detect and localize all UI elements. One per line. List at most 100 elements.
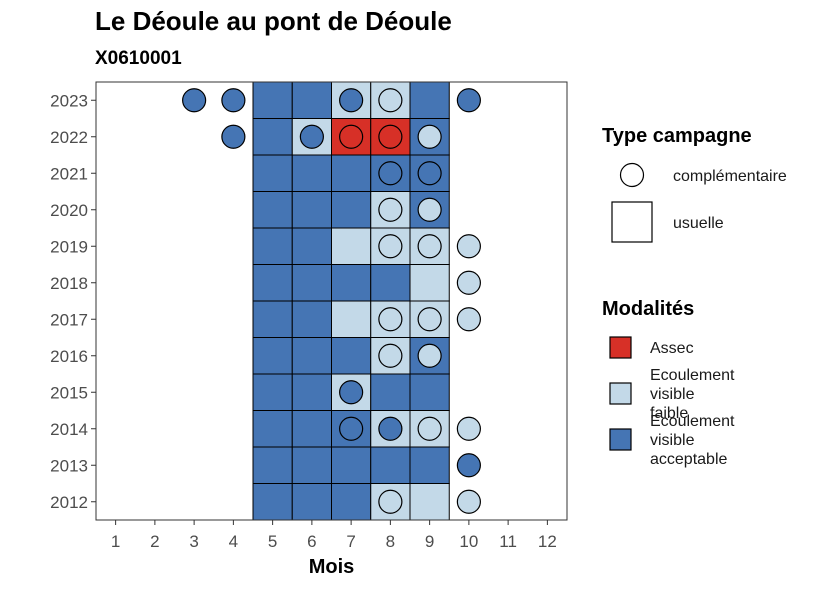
x-tick-label: 12 [538, 532, 557, 551]
point-complementaire [456, 453, 481, 478]
tile-usuelle [370, 264, 411, 302]
point-complementaire [299, 124, 324, 149]
legend-swatch [609, 336, 632, 359]
point-complementaire [339, 416, 364, 441]
legend-label-line: Ecoulement [650, 413, 735, 430]
x-axis: 1 2 3 4 5 6 7 8 9 10 11 12 [111, 520, 557, 551]
y-tick-label: 2015 [50, 383, 88, 402]
legend-label-usuelle: usuelle [673, 215, 724, 232]
point-complementaire [378, 307, 403, 332]
tile-usuelle [331, 191, 372, 229]
tile-usuelle [291, 446, 332, 484]
tile-usuelle [252, 300, 293, 338]
tile-usuelle [370, 446, 411, 484]
tile-usuelle [331, 227, 372, 265]
x-tick-label: 6 [307, 532, 316, 551]
tile-usuelle [409, 264, 450, 302]
plot-border [95, 81, 568, 521]
tile-usuelle [291, 337, 332, 375]
tile-usuelle [409, 81, 450, 119]
tile-usuelle [409, 483, 450, 521]
y-axis: 2023 2022 2021 2020 2019 2018 2017 2016 2015 2014… [50, 91, 96, 512]
tile-usuelle [252, 483, 293, 521]
point-complementaire [378, 234, 403, 259]
legend-label-line: Assec [650, 340, 694, 357]
point-complementaire [456, 88, 481, 113]
tile-usuelle [331, 337, 372, 375]
point-complementaire [417, 343, 442, 368]
x-tick-label: 2 [150, 532, 159, 551]
tile-usuelle [252, 227, 293, 265]
legend-swatch [609, 382, 632, 405]
point-complementaire [456, 270, 481, 295]
y-tick-label: 2013 [50, 456, 88, 475]
point-complementaire [456, 489, 481, 514]
point-complementaire [378, 343, 403, 368]
legend-label-line: acceptable [650, 451, 727, 468]
y-tick-label: 2017 [50, 310, 88, 329]
point-complementaire [221, 124, 246, 149]
tile-usuelle [291, 264, 332, 302]
tile-usuelle [291, 483, 332, 521]
x-tick-label: 5 [268, 532, 277, 551]
tile-usuelle [291, 154, 332, 192]
tile-usuelle [409, 446, 450, 484]
x-axis-title: Mois [309, 556, 355, 578]
point-complementaire [339, 380, 364, 405]
x-tick-label: 11 [499, 532, 517, 551]
tile-usuelle [370, 373, 411, 411]
tile-usuelle [252, 337, 293, 375]
legend-title-type: Type campagne [602, 125, 752, 147]
y-tick-label: 2012 [50, 493, 88, 512]
tile-usuelle [331, 300, 372, 338]
y-tick-label: 2021 [50, 164, 88, 183]
point-complementaire [221, 88, 246, 113]
x-tick-label: 4 [229, 532, 238, 551]
point-complementaire [417, 234, 442, 259]
plot-area [96, 81, 567, 521]
legend-label-complementaire: complémentaire [673, 168, 787, 185]
tile-usuelle [331, 483, 372, 521]
tile-usuelle [291, 191, 332, 229]
y-tick-label: 2020 [50, 201, 88, 220]
legend-label-line: visible [650, 386, 695, 403]
legend-modalites: AssecEcoulementvisiblefaibleEcoulementvi… [609, 336, 735, 468]
tile-usuelle [291, 373, 332, 411]
tile-usuelle [252, 118, 293, 156]
tile-usuelle [291, 300, 332, 338]
tile-usuelle [252, 410, 293, 448]
y-tick-label: 2016 [50, 347, 88, 366]
point-complementaire [339, 124, 364, 149]
point-complementaire [417, 307, 442, 332]
point-complementaire [417, 416, 442, 441]
y-tick-label: 2019 [50, 237, 88, 256]
legend-label-line: Ecoulement [650, 367, 735, 384]
x-tick-label: 8 [386, 532, 395, 551]
y-tick-label: 2023 [50, 91, 88, 110]
legend-symbol-usuelle [611, 201, 653, 243]
tile-usuelle [291, 81, 332, 119]
x-tick-label: 7 [346, 532, 355, 551]
legend: Type campagne complémentaire usuelle Mod… [602, 125, 787, 468]
chart-title: Le Déoule au pont de Déoule [95, 6, 452, 36]
point-complementaire [378, 489, 403, 514]
tile-usuelle [252, 373, 293, 411]
point-complementaire [339, 88, 364, 113]
point-complementaire [456, 416, 481, 441]
tile-usuelle [252, 154, 293, 192]
x-tick-label: 3 [189, 532, 198, 551]
tile-usuelle [331, 264, 372, 302]
tile-usuelle [252, 191, 293, 229]
point-complementaire [456, 307, 481, 332]
point-complementaire [378, 124, 403, 149]
y-tick-label: 2014 [50, 420, 88, 439]
y-tick-label: 2018 [50, 274, 88, 293]
tile-usuelle [252, 264, 293, 302]
legend-label-line: faible [650, 405, 688, 422]
point-complementaire [456, 234, 481, 259]
point-complementaire [182, 88, 207, 113]
legend-symbol-complementaire [619, 162, 645, 188]
legend-label-line: visible [650, 432, 695, 449]
tile-usuelle [331, 446, 372, 484]
tile-usuelle [409, 373, 450, 411]
